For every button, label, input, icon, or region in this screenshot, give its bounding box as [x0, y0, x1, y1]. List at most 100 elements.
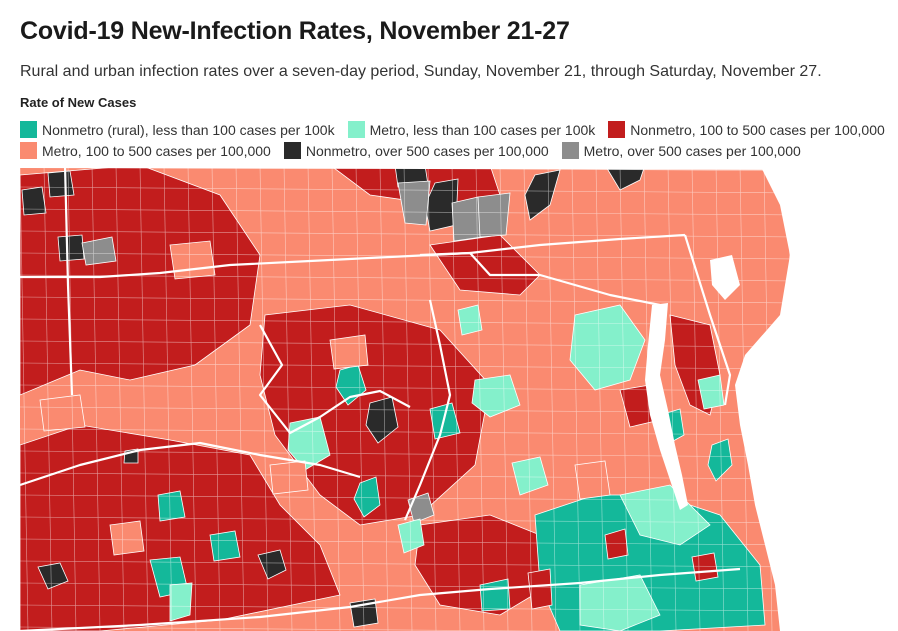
county-cell[interactable] — [574, 460, 611, 500]
legend-item-metro-mid[interactable]: Metro, 100 to 500 cases per 100,000 — [20, 142, 271, 159]
county-line — [20, 604, 798, 612]
county-line — [20, 340, 798, 348]
county-cell[interactable] — [37, 562, 69, 590]
county-cell[interactable] — [604, 165, 646, 191]
county-line — [20, 296, 798, 304]
county-line — [20, 165, 29, 631]
county-cell[interactable] — [269, 460, 309, 495]
county-line — [20, 208, 798, 216]
county-map-svg[interactable] — [20, 165, 798, 631]
county-cell[interactable] — [397, 180, 431, 226]
legend-item-nonmetro-low[interactable]: Nonmetro (rural), less than 100 cases pe… — [20, 121, 335, 138]
county-cell[interactable] — [157, 490, 186, 522]
legend-swatch — [347, 121, 365, 138]
county-cell[interactable] — [169, 240, 216, 280]
legend-item-nonmetro-mid[interactable]: Nonmetro, 100 to 500 cases per 100,000 — [608, 121, 885, 138]
water-areas — [20, 165, 798, 631]
county-line — [20, 626, 578, 631]
legend-row: Nonmetro (rural), less than 100 cases pe… — [20, 119, 898, 140]
county-cell[interactable] — [209, 530, 241, 562]
county-cell[interactable] — [39, 394, 86, 432]
state-border — [63, 165, 74, 396]
legend-label: Nonmetro, over 500 cases per 100,000 — [305, 142, 549, 159]
county-cell[interactable] — [524, 169, 561, 221]
county-cell[interactable] — [707, 438, 733, 482]
legend: Nonmetro (rural), less than 100 cases pe… — [20, 119, 898, 161]
county-line — [523, 165, 533, 631]
county-line — [403, 165, 413, 631]
county-line — [427, 165, 437, 631]
county-line — [67, 165, 77, 631]
county-cell[interactable] — [57, 234, 85, 262]
legend-item-metro-high[interactable]: Metro, over 500 cases per 100,000 — [561, 142, 801, 159]
county-cell[interactable] — [479, 578, 511, 612]
county-line — [211, 165, 221, 631]
county-line — [691, 165, 701, 631]
legend-item-nonmetro-high[interactable]: Nonmetro, over 500 cases per 100,000 — [283, 142, 549, 159]
county-line — [307, 165, 317, 631]
legend-swatch — [20, 121, 37, 138]
county-cell[interactable] — [604, 528, 629, 560]
county-line — [619, 165, 629, 631]
county-line — [20, 560, 798, 568]
county-line — [20, 582, 798, 590]
legend-label: Nonmetro (rural), less than 100 cases pe… — [42, 121, 335, 138]
county-cell[interactable] — [109, 520, 145, 556]
county-cell[interactable] — [81, 236, 117, 266]
county-cell[interactable] — [169, 582, 193, 622]
county-line — [595, 165, 605, 631]
county-line — [235, 165, 245, 631]
region-south-red — [414, 514, 551, 616]
state-border — [20, 233, 686, 279]
county-cell[interactable] — [477, 192, 511, 238]
county-cell[interactable] — [47, 170, 75, 198]
legend-label: Metro, over 500 cases per 100,000 — [583, 142, 801, 159]
region-west-red — [20, 165, 261, 396]
county-cell[interactable] — [457, 304, 483, 336]
county-cell[interactable] — [397, 518, 425, 554]
legend-swatch — [561, 142, 579, 159]
county-line — [20, 516, 798, 524]
delaware-bay — [710, 255, 740, 300]
county-cell[interactable] — [21, 186, 47, 216]
county-line — [331, 165, 341, 631]
county-line — [115, 165, 125, 631]
page-title: Covid-19 New-Infection Rates, November 2… — [20, 17, 570, 45]
legend-item-metro-low[interactable]: Metro, less than 100 cases per 100k — [347, 121, 596, 138]
county-cell[interactable] — [691, 552, 719, 582]
legend-label: Nonmetro, 100 to 500 cases per 100,000 — [630, 121, 885, 138]
map-regions — [20, 165, 766, 631]
county-cell[interactable] — [287, 416, 331, 471]
county-cell[interactable] — [429, 402, 461, 440]
county-line — [20, 538, 798, 546]
county-line — [187, 165, 197, 631]
county-line — [475, 165, 485, 631]
legend-title: Rate of New Cases — [20, 95, 137, 110]
state-border — [20, 441, 361, 487]
county-cell[interactable] — [257, 549, 287, 580]
region-east-mint — [569, 304, 646, 391]
county-cell[interactable] — [697, 374, 725, 410]
state-borders — [20, 165, 741, 631]
legend-label: Metro, less than 100 cases per 100k — [369, 121, 596, 138]
legend-label: Metro, 100 to 500 cases per 100,000 — [42, 142, 271, 159]
chesapeake-bay — [645, 303, 688, 510]
page-subtitle: Rural and urban infection rates over a s… — [20, 63, 822, 80]
region-southwest-red — [20, 424, 341, 631]
county-cell[interactable] — [527, 568, 553, 610]
county-line — [139, 165, 149, 631]
county-cell[interactable] — [353, 476, 381, 518]
legend-swatch — [20, 142, 37, 159]
county-line — [91, 165, 101, 631]
state-border — [20, 567, 741, 631]
county-line — [163, 165, 173, 631]
state-border — [683, 234, 732, 406]
county-cell[interactable] — [511, 456, 549, 496]
state-border — [419, 251, 661, 307]
county-map[interactable] — [20, 165, 798, 631]
county-line — [20, 318, 798, 326]
legend-swatch — [608, 121, 626, 138]
county-line — [20, 274, 798, 282]
state-border — [258, 324, 411, 435]
atlantic-ocean — [735, 165, 798, 631]
